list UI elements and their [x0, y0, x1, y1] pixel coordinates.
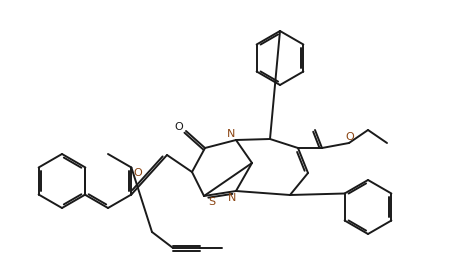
Text: N: N	[227, 129, 235, 139]
Text: O: O	[346, 132, 354, 142]
Text: O: O	[175, 122, 183, 132]
Text: S: S	[208, 197, 216, 207]
Text: N: N	[228, 193, 236, 203]
Text: O: O	[133, 169, 142, 179]
